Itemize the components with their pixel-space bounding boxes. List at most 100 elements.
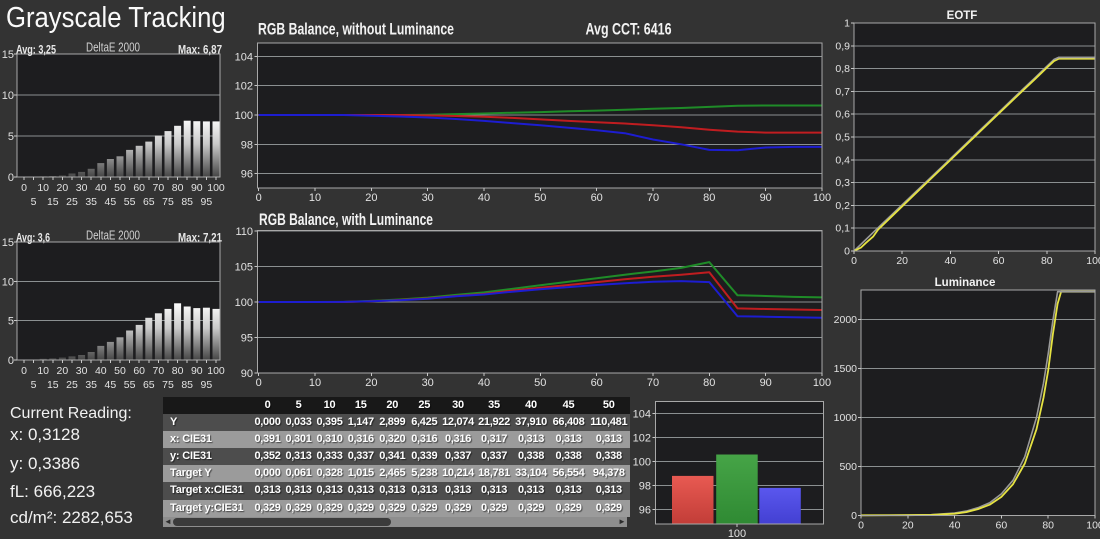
svg-text:50: 50	[114, 365, 126, 377]
svg-text:40: 40	[95, 182, 107, 194]
svg-text:0,1: 0,1	[835, 223, 850, 235]
svg-text:0,7: 0,7	[835, 86, 850, 98]
svg-text:10: 10	[309, 192, 321, 204]
svg-text:80: 80	[1042, 520, 1054, 532]
svg-text:Luminance: Luminance	[935, 277, 996, 289]
svg-text:20: 20	[365, 192, 377, 204]
svg-text:40: 40	[478, 377, 490, 389]
svg-text:55: 55	[124, 196, 136, 208]
svg-text:Max: 7,21: Max: 7,21	[178, 230, 222, 244]
svg-text:40: 40	[95, 365, 107, 377]
svg-text:65: 65	[143, 196, 155, 208]
svg-text:0: 0	[844, 246, 850, 258]
svg-text:102: 102	[633, 432, 651, 444]
svg-text:100: 100	[813, 192, 831, 204]
svg-text:70: 70	[647, 377, 659, 389]
svg-text:45: 45	[105, 196, 117, 208]
svg-text:20: 20	[57, 365, 69, 377]
svg-text:100: 100	[207, 365, 225, 377]
svg-text:0: 0	[21, 365, 27, 377]
svg-text:104: 104	[235, 51, 253, 63]
svg-text:5: 5	[8, 131, 14, 143]
svg-text:70: 70	[153, 182, 165, 194]
svg-text:5: 5	[8, 316, 14, 328]
svg-text:100: 100	[633, 456, 651, 468]
svg-text:0: 0	[8, 172, 14, 184]
svg-text:15: 15	[2, 49, 14, 61]
svg-text:0: 0	[8, 355, 14, 367]
svg-text:60: 60	[133, 182, 145, 194]
svg-text:80: 80	[1041, 255, 1053, 267]
svg-text:0,4: 0,4	[835, 154, 850, 166]
svg-text:70: 70	[153, 365, 165, 377]
svg-text:102: 102	[235, 81, 253, 93]
svg-text:RGB Balance, without Luminance: RGB Balance, without Luminance	[258, 21, 454, 39]
svg-text:5: 5	[31, 196, 37, 208]
svg-text:10: 10	[37, 182, 49, 194]
svg-text:96: 96	[639, 504, 651, 516]
svg-text:20: 20	[57, 182, 69, 194]
svg-text:40: 40	[478, 192, 490, 204]
svg-text:35: 35	[85, 196, 97, 208]
svg-text:15: 15	[47, 379, 59, 391]
svg-text:95: 95	[201, 196, 213, 208]
svg-text:100: 100	[207, 182, 225, 194]
svg-text:40: 40	[949, 520, 961, 532]
svg-text:Avg: 3,6: Avg: 3,6	[16, 230, 50, 244]
svg-text:60: 60	[993, 255, 1005, 267]
svg-text:1500: 1500	[834, 363, 858, 375]
svg-text:100: 100	[813, 377, 831, 389]
svg-text:60: 60	[996, 520, 1008, 532]
svg-text:75: 75	[162, 196, 174, 208]
svg-text:80: 80	[703, 377, 715, 389]
svg-text:25: 25	[66, 196, 78, 208]
svg-text:100: 100	[235, 110, 253, 122]
svg-text:104: 104	[633, 408, 651, 420]
svg-text:Max: 6,87: Max: 6,87	[178, 42, 222, 56]
svg-text:10: 10	[2, 276, 14, 288]
svg-text:30: 30	[76, 365, 88, 377]
svg-text:0: 0	[851, 510, 857, 522]
svg-text:90: 90	[241, 368, 253, 380]
svg-text:Avg: 3,25: Avg: 3,25	[16, 42, 56, 56]
svg-text:0,8: 0,8	[835, 63, 850, 75]
svg-text:100: 100	[1086, 255, 1100, 267]
svg-text:50: 50	[534, 192, 546, 204]
svg-text:98: 98	[241, 139, 253, 151]
svg-text:0: 0	[21, 182, 27, 194]
svg-text:60: 60	[133, 365, 145, 377]
svg-text:90: 90	[191, 182, 203, 194]
svg-text:35: 35	[85, 379, 97, 391]
svg-text:100: 100	[235, 297, 253, 309]
svg-text:5: 5	[31, 379, 37, 391]
svg-text:0,2: 0,2	[835, 200, 850, 212]
svg-text:75: 75	[162, 379, 174, 391]
svg-text:85: 85	[181, 379, 193, 391]
svg-text:0: 0	[851, 255, 857, 267]
svg-text:45: 45	[105, 379, 117, 391]
svg-text:96: 96	[241, 169, 253, 181]
svg-text:60: 60	[591, 192, 603, 204]
svg-text:20: 20	[365, 377, 377, 389]
svg-text:105: 105	[235, 262, 253, 274]
svg-text:70: 70	[647, 192, 659, 204]
svg-text:15: 15	[2, 237, 14, 249]
svg-text:DeltaE 2000: DeltaE 2000	[86, 229, 140, 243]
svg-text:60: 60	[591, 377, 603, 389]
svg-text:110: 110	[235, 226, 253, 238]
svg-text:95: 95	[201, 379, 213, 391]
svg-text:30: 30	[76, 182, 88, 194]
svg-text:RGB Balance, with Luminance: RGB Balance, with Luminance	[259, 211, 433, 229]
svg-text:15: 15	[47, 196, 59, 208]
svg-text:DeltaE 2000: DeltaE 2000	[86, 41, 140, 55]
svg-text:90: 90	[760, 377, 772, 389]
svg-text:2000: 2000	[834, 314, 858, 326]
svg-text:10: 10	[37, 365, 49, 377]
svg-text:95: 95	[241, 333, 253, 345]
svg-text:30: 30	[422, 192, 434, 204]
svg-text:10: 10	[309, 377, 321, 389]
svg-text:0,6: 0,6	[835, 109, 850, 121]
svg-text:20: 20	[902, 520, 914, 532]
svg-text:0,5: 0,5	[835, 132, 850, 144]
svg-text:50: 50	[534, 377, 546, 389]
